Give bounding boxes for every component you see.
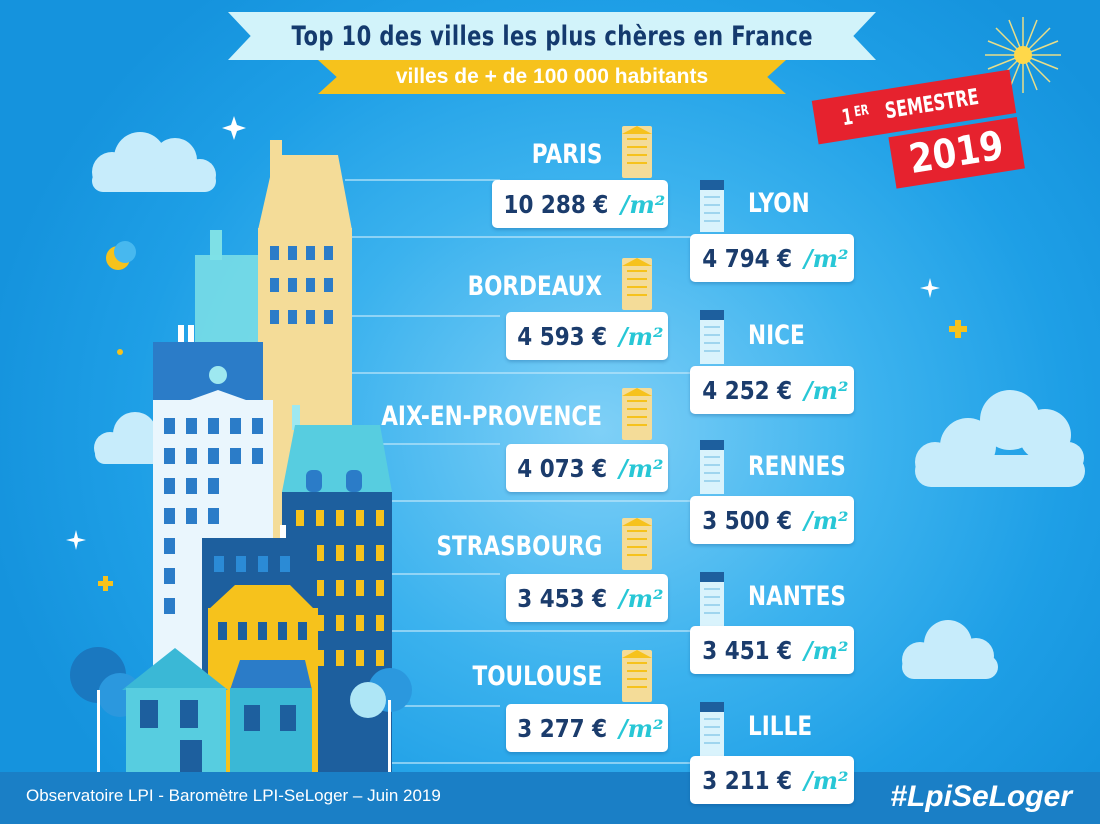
price-box: 3 500 € /m² bbox=[690, 496, 854, 544]
chart-title: Top 10 des villes les plus chères en Fra… bbox=[291, 20, 813, 52]
year-text: 2019 bbox=[906, 122, 1008, 183]
cityscape bbox=[70, 140, 412, 782]
building-icon bbox=[622, 518, 652, 570]
price-unit: /m² bbox=[620, 189, 666, 219]
city-label: TOULOUSE bbox=[472, 661, 602, 692]
price-value: 3 277 € bbox=[517, 713, 608, 743]
price-box: 4 252 € /m² bbox=[690, 366, 854, 414]
price-unit: /m² bbox=[803, 505, 849, 535]
building-icon bbox=[700, 702, 724, 756]
price-box: 3 211 € /m² bbox=[690, 756, 854, 804]
price-unit: /m² bbox=[803, 243, 849, 273]
price-box: 4 794 € /m² bbox=[690, 234, 854, 282]
price-unit: /m² bbox=[803, 765, 849, 795]
cloud-icon bbox=[92, 132, 216, 192]
price-value: 3 451 € bbox=[702, 635, 793, 665]
building-icon bbox=[622, 388, 652, 440]
source-credit: Observatoire LPI - Baromètre LPI-SeLoger… bbox=[26, 786, 441, 805]
price-box: 10 288 € /m² bbox=[492, 180, 668, 228]
price-box: 4 073 € /m² bbox=[506, 444, 668, 492]
price-box: 3 453 € /m² bbox=[506, 574, 668, 622]
price-box: 3 277 € /m² bbox=[506, 704, 668, 752]
price-value: 4 073 € bbox=[517, 453, 608, 483]
price-value: 3 500 € bbox=[702, 505, 793, 535]
sun-icon bbox=[985, 17, 1061, 93]
city-label: STRASBOURG bbox=[436, 531, 602, 562]
price-value: 4 593 € bbox=[517, 321, 608, 351]
building-icon bbox=[622, 650, 652, 702]
city-label: BORDEAUX bbox=[467, 271, 602, 302]
footer-bar: Observatoire LPI - Baromètre LPI-SeLoger… bbox=[0, 772, 1100, 824]
building-icon bbox=[700, 440, 724, 494]
semester-word: semestre bbox=[883, 84, 981, 124]
hashtag: #LpiSeLoger bbox=[890, 780, 1072, 813]
price-unit: /m² bbox=[803, 635, 849, 665]
price-unit: /m² bbox=[618, 453, 664, 483]
semester-superscript: er bbox=[853, 101, 871, 120]
star-icon bbox=[66, 116, 940, 550]
city-label: LILLE bbox=[748, 711, 813, 742]
price-unit: /m² bbox=[618, 321, 664, 351]
cloud-icon bbox=[902, 620, 998, 679]
building-icon bbox=[700, 310, 724, 364]
building-icon bbox=[622, 258, 652, 310]
cloud-icon bbox=[915, 390, 1085, 487]
price-box: 4 593 € /m² bbox=[506, 312, 668, 360]
price-value: 10 288 € bbox=[503, 189, 609, 219]
price-value: 3 453 € bbox=[517, 583, 608, 613]
price-value: 4 252 € bbox=[702, 375, 793, 405]
price-value: 3 211 € bbox=[702, 765, 793, 795]
moon-icon bbox=[106, 241, 136, 270]
price-unit: /m² bbox=[618, 713, 664, 743]
city-label: NANTES bbox=[748, 581, 846, 612]
building-icon bbox=[700, 572, 724, 626]
city-label: PARIS bbox=[531, 139, 602, 170]
city-label: AIX-EN-PROVENCE bbox=[381, 401, 602, 432]
building-icon bbox=[700, 180, 724, 232]
subtitle-ribbon: villes de + de 100 000 habitants bbox=[318, 60, 786, 94]
price-value: 4 794 € bbox=[702, 243, 793, 273]
title-ribbon: Top 10 des villes les plus chères en Fra… bbox=[228, 12, 876, 60]
price-unit: /m² bbox=[803, 375, 849, 405]
building-icon bbox=[622, 126, 652, 178]
city-label: RENNES bbox=[748, 451, 846, 482]
price-box: 3 451 € /m² bbox=[690, 626, 854, 674]
price-unit: /m² bbox=[618, 583, 664, 613]
star-icon bbox=[98, 320, 967, 591]
city-label: LYON bbox=[748, 188, 810, 219]
city-label: NICE bbox=[748, 320, 805, 351]
chart-subtitle: villes de + de 100 000 habitants bbox=[395, 65, 709, 88]
